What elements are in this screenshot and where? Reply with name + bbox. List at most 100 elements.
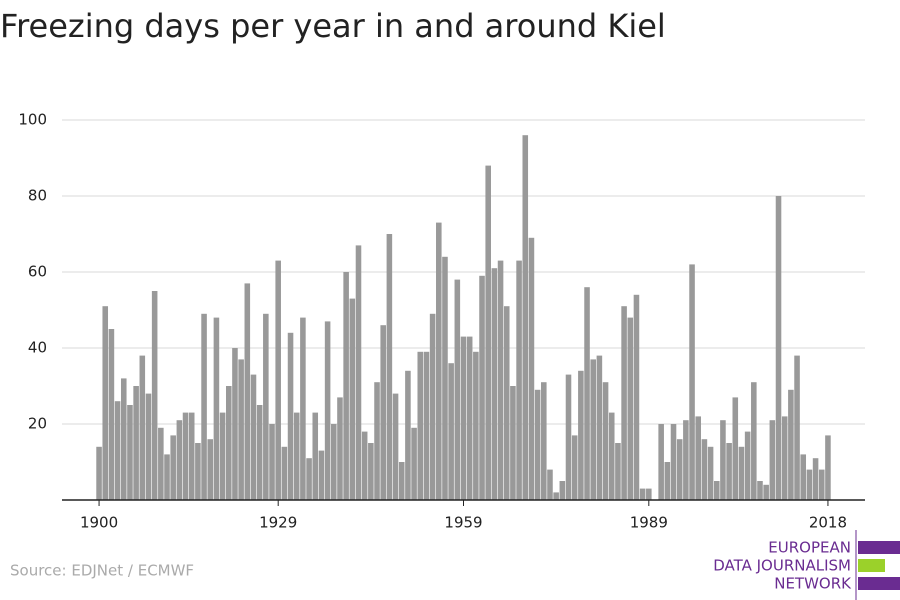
bar (769, 420, 776, 500)
y-tick-label: 80 (28, 187, 47, 205)
bar (757, 481, 763, 500)
bar (454, 279, 461, 500)
bar (281, 446, 288, 500)
bar (417, 351, 424, 500)
bar (473, 351, 479, 500)
bar (405, 370, 411, 500)
bar (355, 245, 362, 500)
bar (738, 446, 745, 500)
bar (608, 412, 615, 500)
bar (306, 458, 312, 500)
bar (201, 313, 207, 500)
y-tick-label: 60 (28, 263, 47, 281)
bar (571, 435, 578, 500)
bar (701, 439, 708, 500)
bar (188, 412, 195, 500)
bar (349, 298, 356, 500)
bar (788, 389, 794, 500)
logo-bar (858, 577, 900, 590)
bar (627, 317, 634, 500)
bar (108, 329, 115, 500)
bar (633, 294, 640, 500)
bar (151, 291, 158, 500)
bar (751, 382, 757, 500)
bar (584, 287, 590, 500)
bar (398, 462, 405, 500)
bar (485, 165, 491, 500)
bar (411, 427, 417, 500)
bar (516, 260, 522, 500)
bar (164, 454, 170, 500)
bar (825, 435, 831, 500)
bar (392, 393, 399, 500)
bar (386, 234, 393, 500)
y-tick-label: 20 (28, 415, 47, 433)
bar (182, 412, 189, 500)
bar (806, 469, 813, 500)
bar (559, 481, 566, 500)
bar (275, 260, 281, 500)
bar (448, 363, 454, 500)
bar (250, 374, 257, 500)
bar (479, 275, 485, 500)
bar (423, 351, 430, 500)
chart-title: Freezing days per year in and around Kie… (0, 7, 666, 45)
bar (541, 382, 547, 500)
bar (596, 355, 603, 500)
bar (503, 306, 510, 500)
bar (590, 359, 596, 500)
bar (460, 336, 467, 500)
bar (621, 306, 627, 500)
bar (744, 431, 751, 500)
bar (324, 321, 331, 500)
logo-bar (858, 559, 885, 572)
y-tick-label: 40 (28, 339, 47, 357)
bar (658, 424, 664, 500)
bar (96, 446, 102, 500)
bar (491, 268, 498, 500)
bar (256, 405, 263, 500)
bar (775, 196, 782, 500)
bar (331, 424, 337, 500)
x-tick-label: 1989 (630, 514, 668, 532)
logo-text: NETWORK (774, 575, 852, 593)
bar (244, 283, 251, 500)
bar (318, 450, 325, 500)
bar (139, 355, 146, 500)
bar (374, 382, 380, 500)
bar (238, 359, 244, 500)
bar (337, 397, 343, 500)
logo-text: DATA JOURNALISM (713, 557, 851, 575)
bar (120, 378, 127, 500)
bar (602, 382, 609, 500)
bar (176, 420, 183, 500)
bar (232, 348, 238, 500)
bar (127, 405, 133, 500)
bar (695, 416, 702, 500)
bar (565, 374, 572, 500)
bar (380, 325, 386, 500)
x-tick-label: 1959 (444, 514, 482, 532)
bar (707, 446, 714, 500)
logo-bar (858, 541, 900, 554)
bar (534, 389, 541, 500)
bar (300, 317, 306, 500)
bar (664, 462, 671, 500)
bar (763, 484, 769, 500)
bar (269, 424, 275, 500)
bar (225, 386, 232, 500)
bar (726, 443, 732, 500)
bar (800, 454, 807, 500)
bar (720, 420, 726, 500)
logo-text: EUROPEAN (768, 539, 851, 557)
source: Source: EDJNet / ECMWF (10, 562, 194, 580)
bar (102, 306, 109, 500)
x-tick-label: 1929 (259, 514, 297, 532)
bar (646, 488, 652, 500)
bar (436, 222, 442, 500)
x-tick-label: 2018 (809, 514, 847, 532)
bar (343, 272, 349, 500)
bar (794, 355, 800, 500)
bar (522, 135, 529, 500)
